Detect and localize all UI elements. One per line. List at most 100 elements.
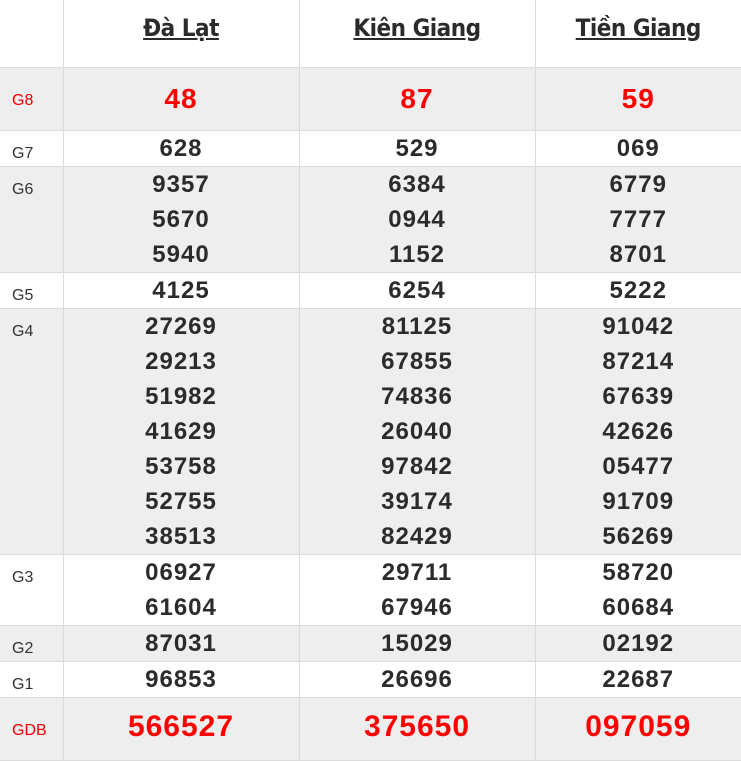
result-cell: 6254 — [299, 272, 535, 308]
result-number: 1152 — [300, 237, 535, 272]
result-number: 26696 — [300, 662, 535, 697]
result-cell: 48 — [63, 67, 299, 130]
result-number: 67946 — [300, 590, 535, 625]
result-number: 529 — [300, 131, 535, 166]
prize-label: G6 — [0, 166, 63, 272]
result-number: 82429 — [300, 519, 535, 554]
result-number: 87031 — [64, 626, 299, 661]
result-number: 5940 — [64, 237, 299, 272]
result-cell: 22687 — [535, 661, 741, 697]
result-cell: 15029 — [299, 625, 535, 661]
result-number: 7777 — [536, 202, 741, 237]
result-cell: 87 — [299, 67, 535, 130]
corner-cell — [0, 0, 63, 67]
prize-label: G8 — [0, 67, 63, 130]
result-number: 59 — [536, 68, 741, 130]
result-number: 628 — [64, 131, 299, 166]
result-number: 097059 — [536, 698, 741, 760]
result-cell: 4125 — [63, 272, 299, 308]
result-number: 29711 — [300, 555, 535, 590]
result-number: 15029 — [300, 626, 535, 661]
result-number: 06927 — [64, 555, 299, 590]
province-link[interactable]: Tiền Giang — [576, 14, 701, 42]
result-cell: 069 — [535, 130, 741, 166]
result-number: 48 — [64, 68, 299, 130]
result-cell: 566527 — [63, 697, 299, 760]
result-number: 6779 — [536, 167, 741, 202]
result-number: 9357 — [64, 167, 299, 202]
result-number: 74836 — [300, 379, 535, 414]
prize-label: G1 — [0, 661, 63, 697]
result-number: 5222 — [536, 273, 741, 308]
province-header-dalat[interactable]: Đà Lạt — [63, 0, 299, 67]
result-number: 6254 — [300, 273, 535, 308]
header-row: Đà Lạt Kiên Giang Tiền Giang — [0, 0, 741, 67]
prize-label: G3 — [0, 554, 63, 625]
result-number: 22687 — [536, 662, 741, 697]
result-number: 53758 — [64, 449, 299, 484]
result-cell: 097059 — [535, 697, 741, 760]
result-cell: 5222 — [535, 272, 741, 308]
result-number: 91042 — [536, 309, 741, 344]
result-cell: 375650 — [299, 697, 535, 760]
result-number: 6384 — [300, 167, 535, 202]
result-number: 05477 — [536, 449, 741, 484]
prize-label: G4 — [0, 308, 63, 554]
result-cell: 96853 — [63, 661, 299, 697]
province-header-kiengiang[interactable]: Kiên Giang — [299, 0, 535, 67]
result-number: 56269 — [536, 519, 741, 554]
result-number: 38513 — [64, 519, 299, 554]
province-link[interactable]: Đà Lạt — [143, 14, 219, 42]
result-number: 67855 — [300, 344, 535, 379]
result-number: 51982 — [64, 379, 299, 414]
result-number: 069 — [536, 131, 741, 166]
result-number: 375650 — [300, 698, 535, 760]
result-number: 8701 — [536, 237, 741, 272]
result-cell: 87031 — [63, 625, 299, 661]
result-number: 39174 — [300, 484, 535, 519]
result-number: 91709 — [536, 484, 741, 519]
province-link[interactable]: Kiên Giang — [353, 14, 480, 42]
result-number: 60684 — [536, 590, 741, 625]
result-number: 42626 — [536, 414, 741, 449]
result-cell: 628 — [63, 130, 299, 166]
result-number: 96853 — [64, 662, 299, 697]
result-number: 52755 — [64, 484, 299, 519]
result-number: 29213 — [64, 344, 299, 379]
result-number: 02192 — [536, 626, 741, 661]
result-number: 87 — [300, 68, 535, 130]
result-cell: 59 — [535, 67, 741, 130]
result-number: 58720 — [536, 555, 741, 590]
result-number: 27269 — [64, 309, 299, 344]
result-cell: 26696 — [299, 661, 535, 697]
prize-label: G7 — [0, 130, 63, 166]
result-number: 41629 — [64, 414, 299, 449]
result-number: 0944 — [300, 202, 535, 237]
result-number: 81125 — [300, 309, 535, 344]
result-cell: 529 — [299, 130, 535, 166]
result-cell: 02192 — [535, 625, 741, 661]
prize-label: GDB — [0, 697, 63, 760]
result-number: 97842 — [300, 449, 535, 484]
province-header-tiengiang[interactable]: Tiền Giang — [535, 0, 741, 67]
result-number: 566527 — [64, 698, 299, 760]
result-number: 61604 — [64, 590, 299, 625]
result-number: 67639 — [536, 379, 741, 414]
